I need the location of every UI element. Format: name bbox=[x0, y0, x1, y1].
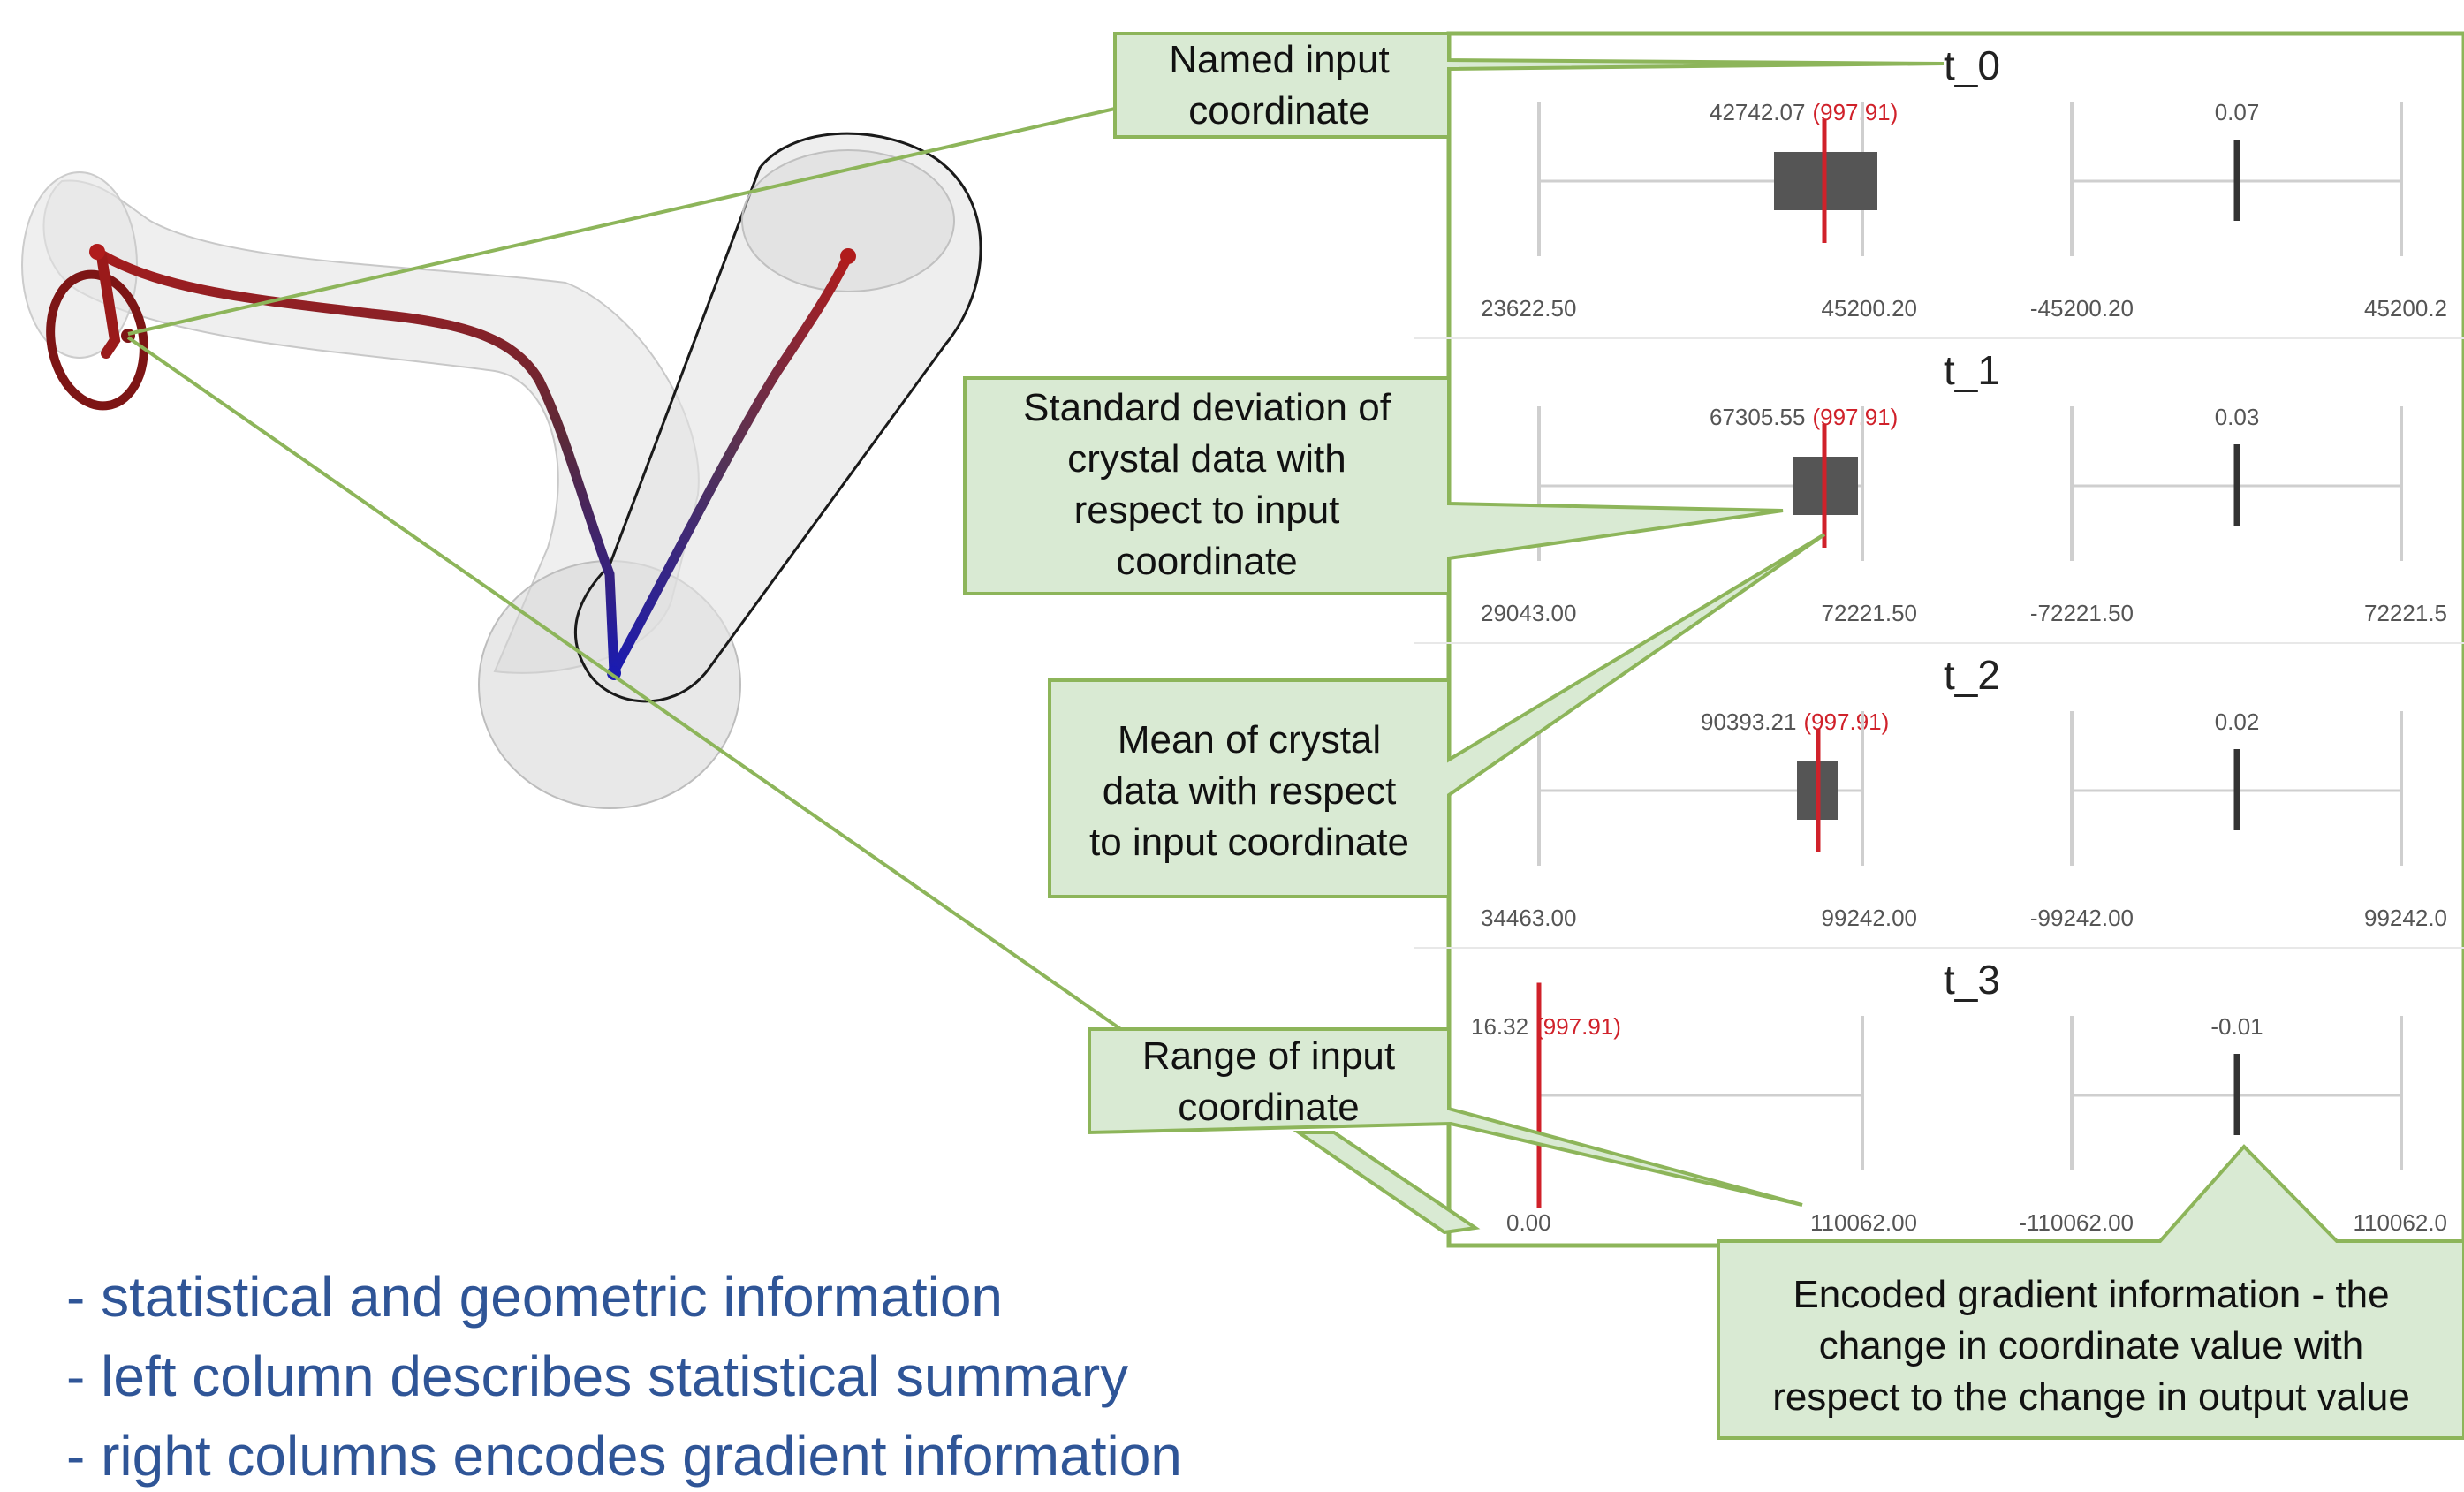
range-max-label: 72221.50 bbox=[1822, 600, 1917, 626]
callout-mean: Mean of crystal data with respect to input… bbox=[1048, 533, 1826, 898]
callout-gradient-shape bbox=[1717, 1144, 2464, 1440]
callout-gradient-text: Encoded gradient information - the bbox=[1793, 1273, 2389, 1316]
panel-title: t_0 bbox=[1944, 42, 2000, 88]
range-max-label: 99242.00 bbox=[1822, 905, 1917, 931]
panel-frame bbox=[1446, 31, 2464, 1248]
gradient-value: -0.01 bbox=[2210, 1013, 2263, 1040]
end-point bbox=[840, 248, 856, 264]
panel-title: t_3 bbox=[1944, 957, 2000, 1003]
gradient-value: 0.03 bbox=[2215, 404, 2260, 430]
callout-gradient-text: respect to the change in output value bbox=[1772, 1375, 2410, 1419]
stat-label: 16.32 (997.91) bbox=[1471, 1013, 1621, 1040]
bullet-list: - statistical and geometric information … bbox=[66, 1265, 1182, 1488]
connector-named-input bbox=[127, 107, 1116, 336]
callout-named-input: Named input coordinate bbox=[1113, 32, 1945, 139]
callout-std-dev-text: Standard deviation of bbox=[1023, 386, 1391, 429]
reference-value: (997.91) bbox=[1812, 99, 1898, 125]
grad-max-label: 72221.5 bbox=[2364, 600, 2447, 626]
callout-range-shape bbox=[1088, 1027, 1803, 1207]
callout-gradient: Encoded gradient information - the change… bbox=[1717, 1144, 2464, 1440]
panel-t-0: t_0 42742.07 (997.91) 0.07 23622.50 45200.20 -… bbox=[1481, 42, 2447, 322]
stat-value: 90393.21 bbox=[1701, 708, 1796, 735]
range-max-label: 45200.20 bbox=[1822, 295, 1917, 322]
connector-range-lower bbox=[126, 336, 1141, 1044]
stat-label: 42742.07 (997.91) bbox=[1710, 99, 1898, 125]
grad-min-label: -72221.50 bbox=[2030, 600, 2134, 626]
reference-value: (997.91) bbox=[1535, 1013, 1621, 1040]
range-min-label: 23622.50 bbox=[1481, 295, 1576, 322]
ring-stem bbox=[96, 251, 121, 359]
callout-mean-text: Mean of crystal bbox=[1118, 718, 1381, 761]
bullet-item: - right columns encodes gradient informa… bbox=[66, 1424, 1182, 1488]
tube-visualization bbox=[21, 132, 982, 809]
curve-left-branch bbox=[92, 246, 619, 677]
callout-std-dev-shape bbox=[963, 376, 1784, 595]
tube-top-cap bbox=[741, 149, 955, 292]
callout-named-input-text: coordinate bbox=[1188, 89, 1369, 133]
range-pointers bbox=[1293, 1131, 1481, 1235]
bullet-item: - statistical and geometric information bbox=[66, 1265, 1003, 1329]
gradient-value: 0.07 bbox=[2215, 99, 2260, 125]
grad-min-label: -45200.20 bbox=[2030, 295, 2134, 322]
callout-named-input-shape bbox=[1113, 32, 1945, 139]
grad-min-label: -99242.00 bbox=[2030, 905, 2134, 931]
callout-mean-text: data with respect bbox=[1103, 769, 1397, 813]
range-min-label: 0.00 bbox=[1506, 1209, 1551, 1236]
coordinate-panels: t_0 42742.07 (997.91) 0.07 23622.50 45200.20 -… bbox=[1414, 42, 2464, 1236]
callout-gradient-text: change in coordinate value with bbox=[1819, 1324, 2363, 1367]
callout-named-input-text: Named input bbox=[1169, 38, 1389, 81]
reference-value: (997.91) bbox=[1812, 404, 1898, 430]
callout-std-dev-text: respect to input bbox=[1074, 488, 1340, 532]
callout-std-dev: Standard deviation of crystal data with re… bbox=[963, 376, 1784, 595]
stat-value: 42742.07 bbox=[1710, 99, 1805, 125]
grad-max-label: 45200.2 bbox=[2364, 295, 2447, 322]
grad-max-label: 99242.0 bbox=[2364, 905, 2447, 931]
gradient-value: 0.02 bbox=[2215, 708, 2260, 735]
range-max-label: 110062.00 bbox=[1810, 1209, 1917, 1236]
callout-std-dev-text: crystal data with bbox=[1067, 437, 1346, 481]
panel-t-3: t_3 16.32 (997.91) -0.01 0.00 110062.00 -11006… bbox=[1414, 947, 2464, 1236]
callout-range-text: Range of input bbox=[1142, 1034, 1395, 1078]
curve-right-branch bbox=[609, 251, 853, 677]
callout-mean-shape bbox=[1048, 533, 1826, 898]
connectors bbox=[126, 107, 1141, 1044]
callout-mean-text: to input coordinate bbox=[1089, 821, 1409, 864]
range-min-label: 34463.00 bbox=[1481, 905, 1576, 931]
callout-range: Range of input coordinate bbox=[1088, 1027, 1803, 1207]
callout-std-dev-text: coordinate bbox=[1116, 540, 1297, 583]
stat-value: 16.32 bbox=[1471, 1013, 1528, 1040]
callout-range-text: coordinate bbox=[1178, 1086, 1359, 1129]
start-point bbox=[89, 244, 105, 260]
panel-t-1: t_1 67305.55 (997.91) 0.03 29043.00 72221.50 -… bbox=[1414, 337, 2464, 626]
grad-max-label: 110062.0 bbox=[2353, 1209, 2447, 1236]
stat-value: 67305.55 bbox=[1710, 404, 1805, 430]
grad-min-label: -110062.00 bbox=[2019, 1209, 2134, 1236]
stat-label: 67305.55 (997.91) bbox=[1710, 404, 1898, 430]
panel-title: t_1 bbox=[1944, 347, 2000, 393]
panel-title: t_2 bbox=[1944, 652, 2000, 698]
range-pointer-left bbox=[1293, 1131, 1481, 1235]
bullet-item: - left column describes statistical summ… bbox=[66, 1344, 1128, 1408]
range-min-label: 29043.00 bbox=[1481, 600, 1576, 626]
